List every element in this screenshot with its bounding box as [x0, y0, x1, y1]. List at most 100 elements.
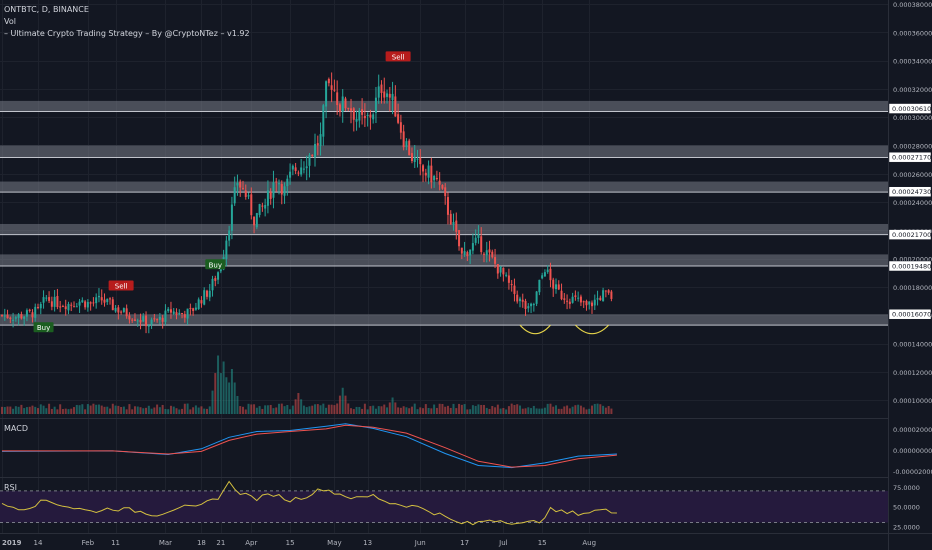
time-tick-label: 14: [34, 539, 43, 547]
candle-body: [344, 98, 347, 109]
time-tick-label: Apr: [245, 539, 257, 547]
level-label-text: 0.00021700: [892, 231, 931, 239]
volume-bar: [269, 404, 272, 414]
volume-bar: [579, 405, 582, 414]
candle-body: [244, 190, 247, 197]
candle-body: [106, 298, 109, 303]
candle-body: [300, 167, 303, 175]
price-axis[interactable]: 0.000100000.000120000.000140000.00016000…: [893, 1, 932, 405]
volume-bar: [446, 405, 449, 414]
sell-signal-label: Sell: [115, 283, 128, 291]
macd-axis: 0.00002000 0.00000000 -0.00002000: [893, 426, 932, 476]
candle-body: [327, 78, 330, 84]
candle-body: [336, 92, 339, 106]
candle-body: [602, 290, 605, 302]
volume-bar: [394, 402, 397, 414]
volume-bar: [377, 406, 380, 414]
candle-body: [28, 309, 31, 311]
volume-bar: [266, 405, 269, 414]
trade-signals: Buy Sell Buy Sell: [33, 51, 411, 333]
candle-body: [189, 307, 192, 309]
price-tick-label: 0.00018000: [893, 284, 932, 292]
rsi-tick-label: 25.0000: [893, 523, 920, 531]
volume-bar: [546, 403, 549, 414]
level-label-box: [888, 186, 932, 197]
candle-body: [161, 317, 164, 322]
candle-body: [228, 230, 231, 241]
price-tick-label: 0.00014000: [893, 341, 932, 349]
price-tick-label: 0.00038000: [893, 1, 932, 9]
buy-signal-badge: [205, 259, 226, 270]
candle-body: [546, 269, 549, 273]
candle-body: [322, 105, 325, 137]
volume-bar: [131, 409, 134, 414]
candle-body: [502, 267, 505, 275]
volume-bar: [350, 408, 353, 414]
candle-body: [552, 279, 555, 289]
price-tick-label: 0.00012000: [893, 369, 932, 377]
symbol-title[interactable]: ONTBTC, D, BINANCE: [4, 5, 89, 14]
candle-body: [566, 300, 569, 302]
level-label-text: 0.00027170: [892, 154, 931, 162]
volume-bar: [73, 407, 76, 414]
candle-body: [78, 301, 81, 306]
level-label-text: 0.00024730: [892, 188, 931, 196]
candle-body: [466, 252, 469, 257]
candle-body: [1, 315, 3, 317]
volume-bar: [111, 403, 114, 414]
volume-bar: [513, 404, 516, 414]
candle-body: [200, 300, 203, 304]
rsi-series-line: [1, 480, 617, 526]
volume-bar: [566, 405, 569, 414]
macd-label[interactable]: MACD: [4, 424, 28, 433]
volume-bar: [502, 408, 505, 414]
candle-body: [435, 178, 438, 180]
volume-bar: [311, 405, 314, 414]
rsi-tick-label: 75.0000: [893, 484, 920, 492]
volume-bar: [319, 405, 322, 414]
candle-body: [181, 312, 184, 314]
time-axis[interactable]: 2019 14 Feb 11 Mar 18 21 Apr 15 May 13 Jun 17 Jul 15 Au…: [2, 539, 596, 547]
candle-body: [516, 294, 519, 302]
volume-bar: [505, 409, 508, 414]
volume-bar: [380, 406, 383, 414]
price-tick-label: 0.00024000: [893, 199, 932, 207]
volume-bar: [230, 369, 233, 414]
strategy-indicator-label[interactable]: – Ultimate Crypto Trading Strategy – By …: [4, 29, 250, 38]
volume-bar: [413, 403, 416, 414]
candle-body: [239, 181, 242, 188]
volume-bar: [244, 409, 247, 414]
volume-bar: [302, 405, 305, 414]
volume-bar: [39, 404, 42, 414]
sell-signal-label: Sell: [392, 53, 405, 61]
volume-bar: [214, 373, 217, 414]
candle-body: [250, 194, 253, 216]
candle-body: [521, 299, 524, 302]
volume-bar: [37, 408, 40, 414]
candle-body: [236, 182, 239, 186]
candle-body: [86, 302, 89, 308]
volume-bar: [532, 405, 535, 414]
candle-body: [136, 320, 139, 322]
volume-bar: [555, 405, 557, 414]
candle-body: [410, 153, 413, 161]
candle-body: [350, 108, 353, 111]
time-tick-label: 13: [363, 539, 372, 547]
candle-body: [302, 168, 305, 170]
volume-indicator-label[interactable]: Vol: [4, 17, 16, 26]
zone-band: [0, 100, 888, 112]
time-tick-label: 2019: [2, 539, 22, 547]
rsi-label[interactable]: RSI: [4, 483, 17, 492]
candle-body: [405, 141, 408, 147]
candle-body: [20, 314, 23, 319]
volume-bars: [1, 355, 613, 414]
candle-body: [477, 234, 480, 238]
volume-bar: [17, 406, 20, 414]
candle-body: [455, 220, 458, 232]
candle-body: [6, 314, 9, 319]
volume-bar: [300, 399, 303, 414]
candle-body: [178, 312, 181, 315]
volume-bar: [236, 396, 239, 414]
candle-body: [167, 308, 170, 312]
